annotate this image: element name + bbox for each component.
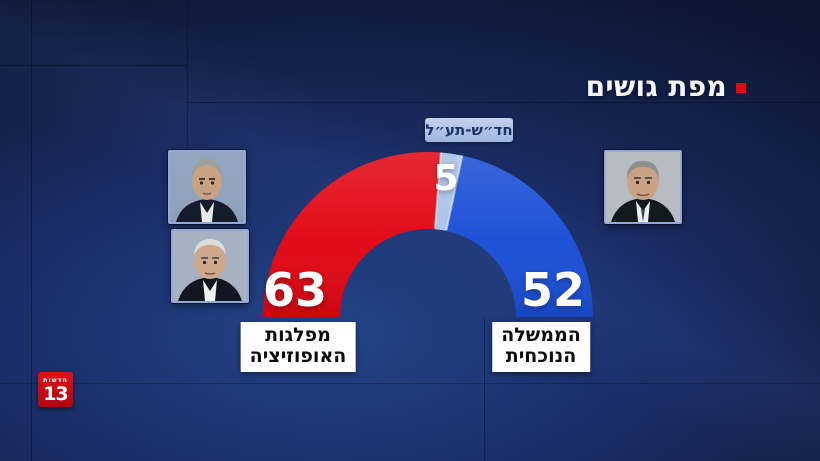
channel-13-logo-number: 13 [43, 383, 68, 405]
portrait-gantz-illustration [173, 231, 247, 301]
page-title: מפת גושים [586, 70, 746, 103]
photo-yair-lapid [168, 150, 246, 224]
government-label-line1: הממשלה [501, 324, 581, 346]
page-title-text: מפת גושים [585, 70, 727, 103]
opposition-label-line1: מפלגות [265, 324, 331, 346]
government-label: הממשלה הנוכחית [492, 322, 590, 372]
channel-13-logo-word: חדשות [43, 376, 68, 384]
opposition-label-line2: האופוזיציה [249, 345, 347, 367]
government-label-line2: הנוכחית [505, 345, 577, 367]
opposition-label: מפלגות האופוזיציה [240, 322, 356, 372]
seats-hadash-taal: 5 [433, 158, 459, 199]
donut-sheen-overlay [263, 152, 593, 317]
hadash-taal-badge: חד״ש-תע״ל [425, 118, 513, 142]
portrait-netanyahu-illustration [606, 152, 680, 222]
photo-benjamin-netanyahu [604, 150, 682, 224]
seats-opposition: 63 [262, 263, 327, 317]
seats-government: 52 [520, 263, 585, 317]
portrait-lapid-illustration [170, 152, 244, 222]
channel-13-logo: חדשות 13 [38, 372, 73, 407]
title-bullet-icon [736, 83, 746, 93]
photo-benny-gantz [171, 229, 249, 303]
